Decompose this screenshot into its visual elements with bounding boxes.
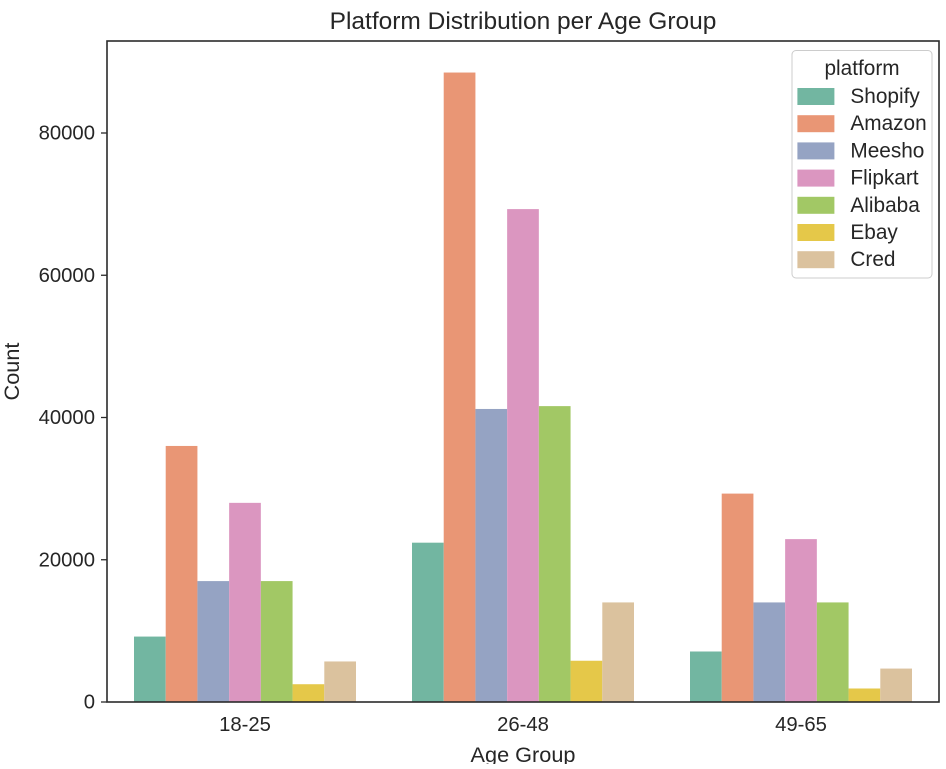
svg-text:Age Group: Age Group bbox=[471, 742, 576, 764]
svg-text:60000: 60000 bbox=[39, 265, 95, 287]
svg-text:49-65: 49-65 bbox=[775, 714, 827, 736]
svg-text:Alibaba: Alibaba bbox=[850, 194, 920, 217]
svg-text:Ebay: Ebay bbox=[850, 221, 898, 244]
svg-text:Flipkart: Flipkart bbox=[850, 167, 918, 190]
svg-text:Cred: Cred bbox=[850, 248, 895, 271]
svg-text:Shopify: Shopify bbox=[850, 85, 920, 108]
svg-text:0: 0 bbox=[84, 692, 95, 714]
svg-text:80000: 80000 bbox=[39, 123, 95, 145]
svg-text:Meesho: Meesho bbox=[850, 139, 924, 162]
svg-text:Count: Count bbox=[0, 343, 24, 401]
svg-text:Platform Distribution per Age: Platform Distribution per Age Group bbox=[330, 8, 717, 35]
svg-text:20000: 20000 bbox=[39, 549, 95, 571]
svg-text:40000: 40000 bbox=[39, 407, 95, 429]
svg-text:18-25: 18-25 bbox=[219, 714, 271, 736]
svg-text:Amazon: Amazon bbox=[850, 112, 926, 135]
svg-text:platform: platform bbox=[824, 57, 899, 80]
svg-text:26-48: 26-48 bbox=[497, 714, 549, 736]
